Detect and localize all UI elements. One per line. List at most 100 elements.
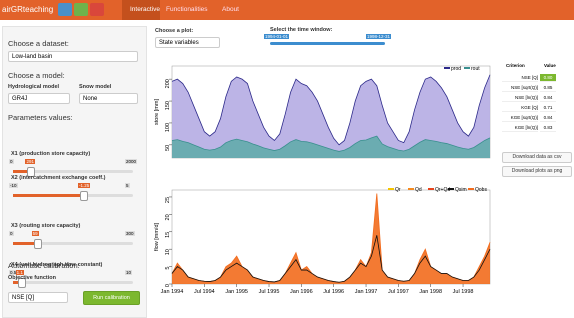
dataset-select[interactable]: Low-land basin [8, 51, 138, 62]
time-slider[interactable] [270, 42, 385, 45]
x-tick-label: Jan 1994 [161, 289, 184, 295]
label: Choose a model: [8, 71, 65, 80]
table-header: Criterion [506, 63, 525, 68]
table-cell: NSE [Q] [502, 74, 538, 82]
slider-value: 291 [25, 159, 35, 164]
x-tick-label: Jan 1995 [225, 289, 248, 295]
y-axis-label: store [mm] [154, 99, 160, 125]
table-cell: KGE [sqrt(Q)] [502, 114, 538, 122]
param-label: X1 (production store capacity) [11, 151, 91, 157]
y-tick-label: 10 [165, 249, 171, 255]
slider-track [13, 242, 133, 245]
y-tick-label: 15 [165, 232, 171, 238]
plot-bg [171, 65, 491, 159]
calibration-button[interactable]: Run calibration [83, 291, 140, 305]
hydro-select[interactable]: GR4J [8, 93, 70, 104]
time-end: 1998-12-31 [366, 34, 392, 39]
slider-value: -1.25 [78, 183, 91, 188]
x-tick-label: Jul 1996 [323, 289, 344, 295]
slider-max: 10 [125, 270, 133, 275]
plot-bg [171, 189, 491, 285]
table-cell: NSE [ln(Q)] [502, 94, 538, 102]
slider-max: 2000 [125, 159, 138, 164]
tab[interactable]: Functionalities [166, 6, 208, 13]
slider-fill [13, 170, 31, 173]
table-cell: 0.84 [540, 94, 556, 102]
slider-fill [13, 242, 37, 245]
table-cell: KGE [ln(Q)] [502, 124, 538, 132]
slider-min: 0 [9, 231, 14, 236]
series-line [171, 74, 491, 146]
time-start: 1994-01-01 [264, 34, 290, 39]
label: Select the time window: [270, 27, 333, 33]
series-line [171, 193, 491, 283]
tab[interactable]: About [222, 6, 239, 13]
y-tick-label: 5 [165, 267, 171, 270]
y-tick-label: 200 [165, 79, 171, 88]
legend-label: Qd [415, 187, 422, 193]
x-tick-label: Jan 1998 [419, 289, 442, 295]
tab[interactable]: Interactive [130, 6, 160, 13]
x-tick-label: Jan 1996 [290, 289, 313, 295]
navbar: airGRteaching Interactive Functionalitie… [0, 0, 574, 20]
slider-handle[interactable] [27, 167, 36, 177]
active-tab-bg [122, 0, 160, 20]
slider-track [13, 170, 133, 173]
label: Automatic calibration: [8, 261, 80, 270]
brand[interactable]: airGRteaching [2, 5, 54, 14]
download-button[interactable]: Download data as csv [502, 152, 572, 163]
y-tick-label: 50 [165, 145, 171, 151]
param-label: X2 (intercatchment exchange coeff.) [11, 175, 106, 181]
legend-label: prod [451, 66, 461, 72]
slider-fill [13, 194, 83, 197]
objective-select[interactable]: NSE [Q] [8, 292, 68, 303]
slider-max: 5 [125, 183, 130, 188]
slider-handle[interactable] [80, 191, 88, 201]
slider-track [13, 281, 133, 284]
table-cell: 0.83 [540, 124, 556, 132]
label: Snow model [79, 84, 112, 90]
label: Parameters values: [8, 113, 73, 122]
slider-min: -10 [9, 183, 18, 188]
legend-label: rout [471, 66, 480, 72]
slider-fill [13, 281, 21, 284]
y-tick-label: 25 [165, 197, 171, 203]
x-tick-label: Jul 1995 [259, 289, 280, 295]
table-cell: 0.85 [540, 84, 556, 92]
snow-select[interactable]: None [79, 93, 138, 104]
legend-label: Qr+Qd [435, 187, 450, 193]
logo-icon [74, 3, 88, 16]
y-tick-label: 20 [165, 214, 171, 220]
table-cell: NSE [sqrt(Q)] [502, 84, 538, 92]
y-axis-label: flow [mm/d] [154, 222, 160, 251]
legend-label: Qsim [455, 187, 467, 193]
table-cell: 0.80 [540, 74, 556, 82]
series-line [171, 135, 491, 152]
x-tick-label: Jul 1997 [388, 289, 409, 295]
label: Choose a plot: [155, 28, 194, 34]
y-tick-label: 100 [165, 123, 171, 132]
area-fill [172, 74, 490, 158]
slider-min: 0.5 [9, 270, 18, 275]
table-header: Value [544, 63, 556, 68]
table-cell: KGE [Q] [502, 104, 538, 112]
plot-select[interactable]: State variables [155, 37, 220, 48]
legend-label: Qobs [475, 187, 487, 193]
logo-icon [58, 3, 72, 16]
legend-label: Qr [395, 187, 401, 193]
slider-min: 0 [9, 159, 14, 164]
param-label: X4 (unit hydrograph time constant) [11, 262, 103, 268]
slider-handle[interactable] [33, 239, 42, 249]
table-cell: 0.71 [540, 104, 556, 112]
y-tick-label: 0 [165, 284, 171, 287]
download-button[interactable]: Download plots as png [502, 166, 572, 177]
series-line [171, 235, 491, 283]
area-fill [172, 136, 490, 158]
y-tick-label: 150 [165, 101, 171, 110]
x-tick-label: Jan 1997 [355, 289, 378, 295]
label: Hydrological model [8, 84, 60, 90]
slider-handle[interactable] [17, 278, 26, 288]
sidebar: Choose a dataset: Low-land basin Choose … [2, 26, 147, 318]
label: Choose a dataset: [8, 39, 69, 48]
